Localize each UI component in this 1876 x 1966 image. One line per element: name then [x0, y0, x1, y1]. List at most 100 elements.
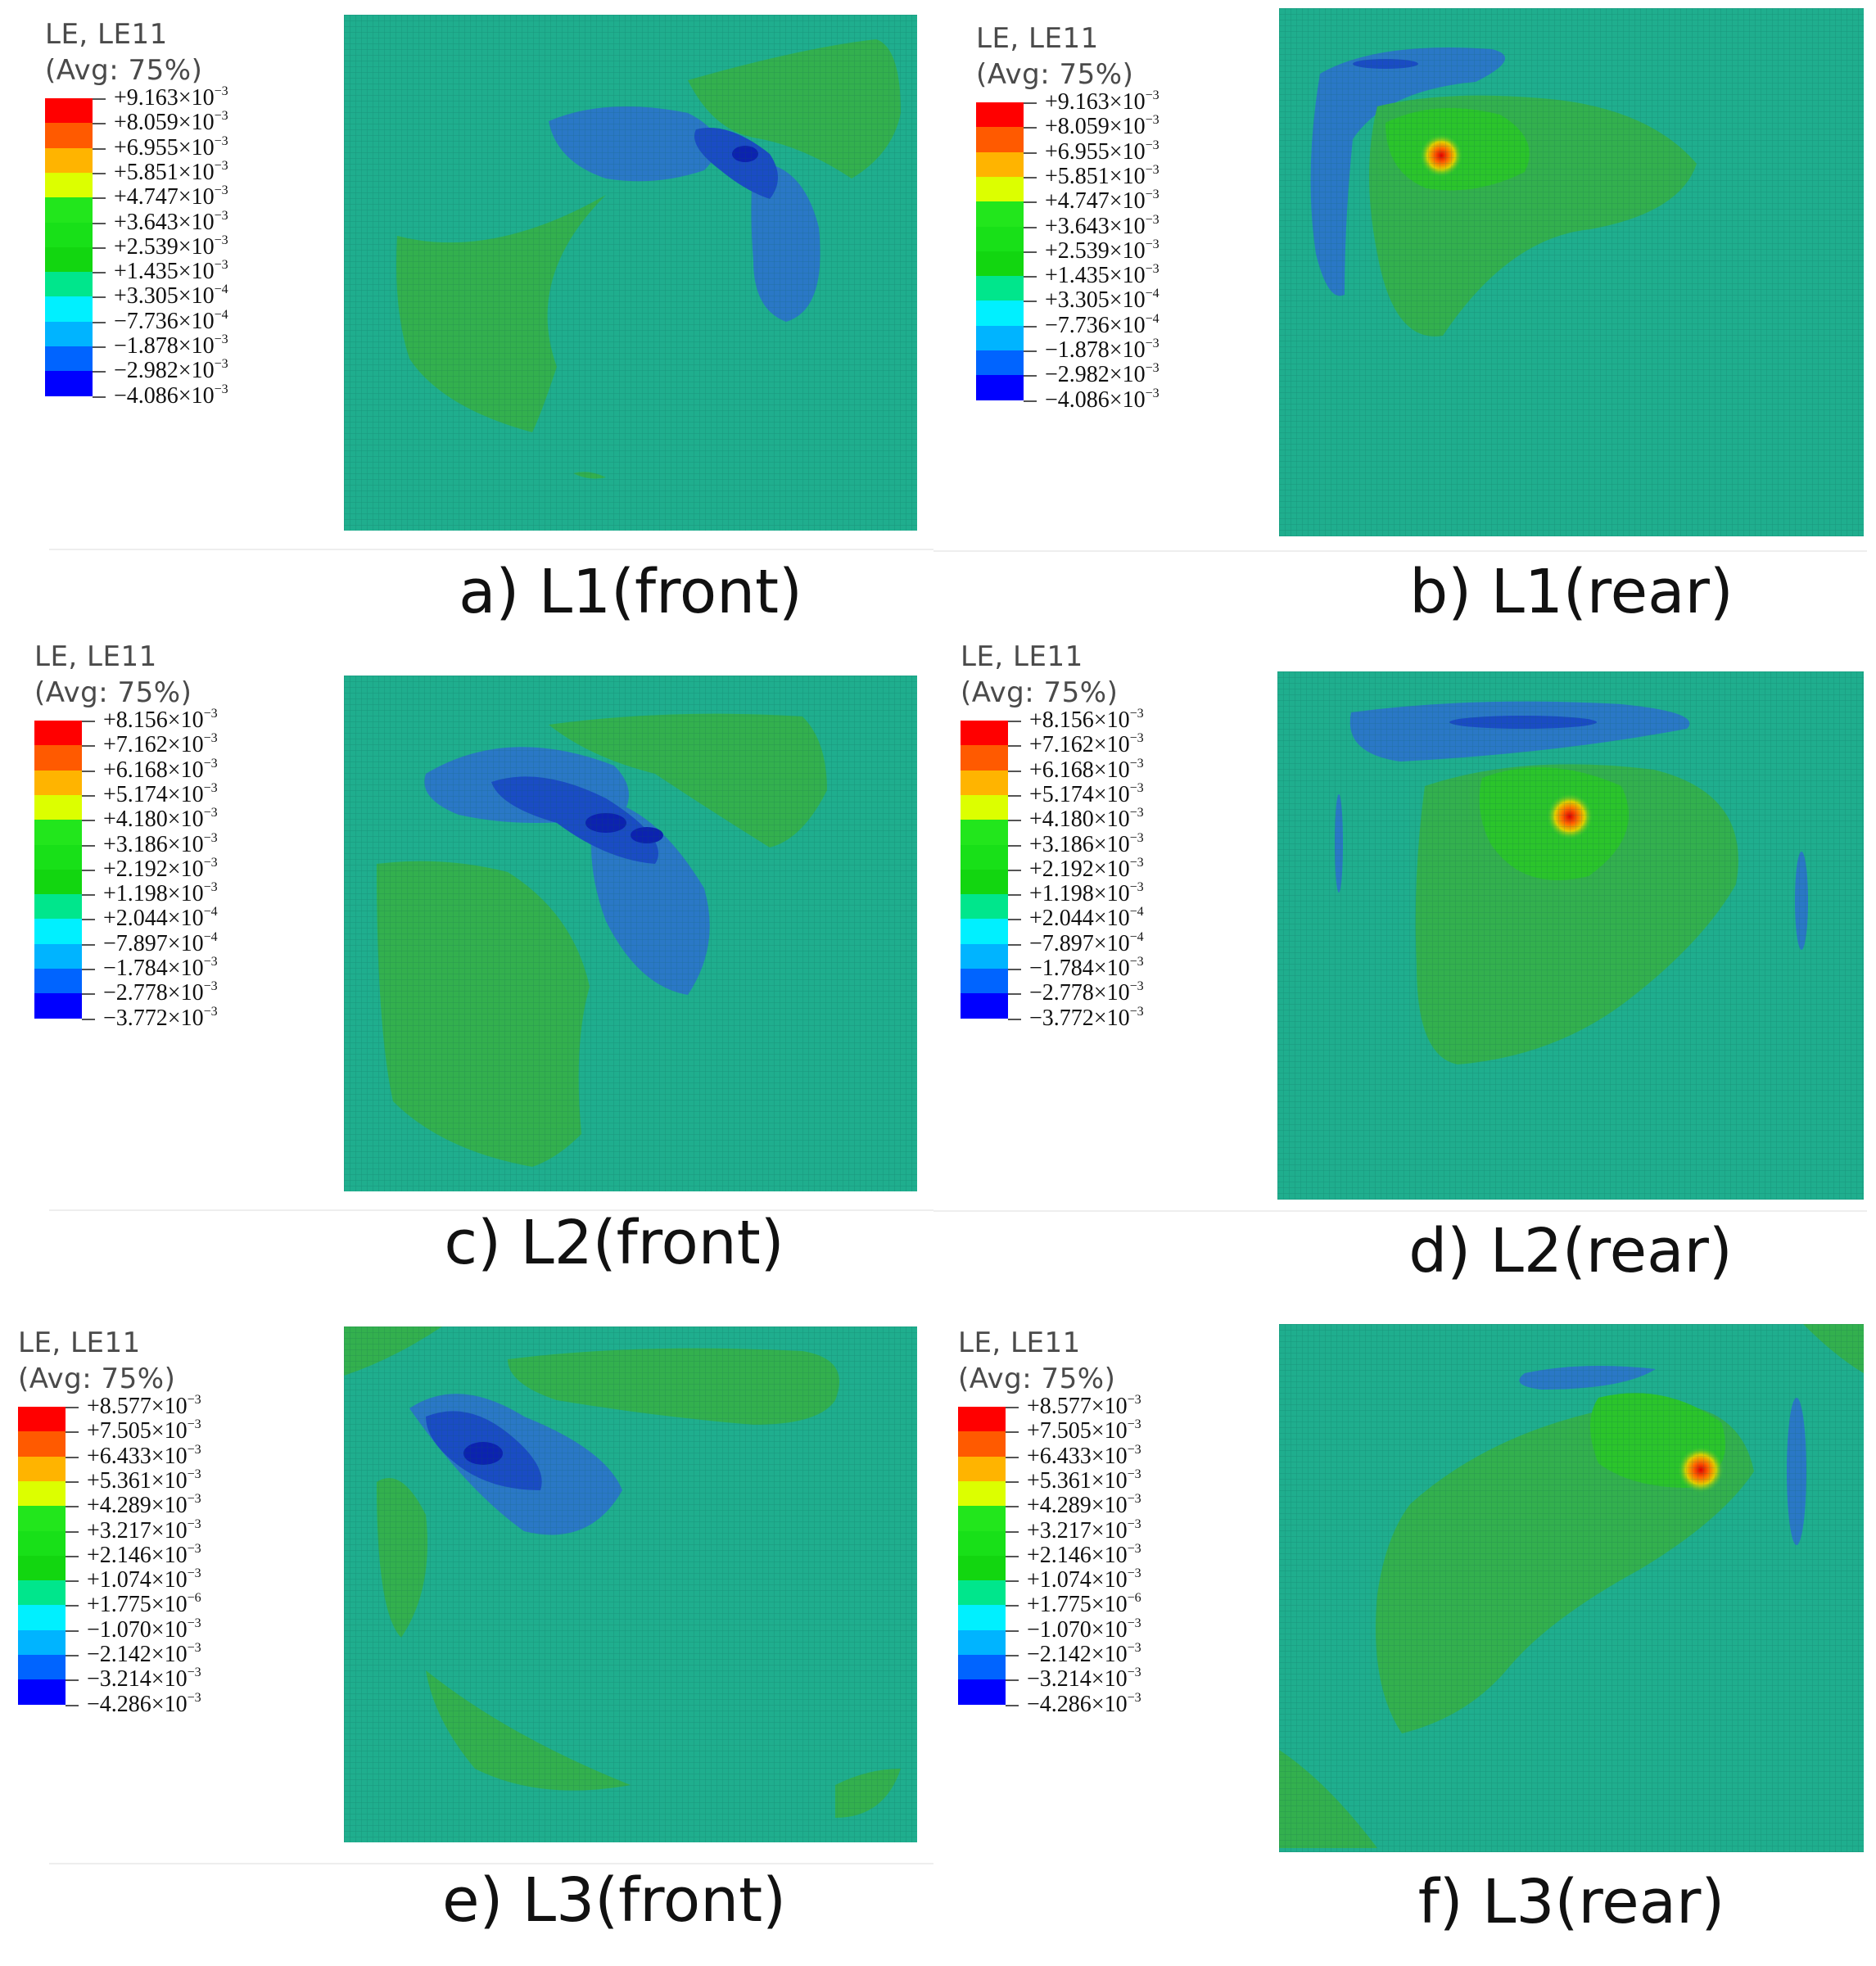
legend-title: LE, LE11 (Avg: 75%) — [45, 16, 274, 88]
legend-value: +3.217×10−3 — [1027, 1516, 1141, 1543]
legend-tick — [93, 222, 106, 224]
legend-swatch — [976, 251, 1024, 277]
legend-tick — [1006, 1530, 1019, 1533]
legend-swatch — [976, 201, 1024, 228]
legend-value: −4.286×10−3 — [87, 1690, 201, 1717]
legend-value: −1.878×10−3 — [1045, 337, 1160, 363]
legend-tick — [1006, 1456, 1019, 1458]
legend-swatch — [976, 375, 1024, 401]
legend-swatch — [34, 943, 82, 969]
legend-value: −2.778×10−3 — [1029, 979, 1144, 1006]
legend-swatch — [45, 371, 93, 397]
legend-swatch — [18, 1679, 66, 1706]
legend-swatch — [34, 820, 82, 846]
legend-tick — [1024, 127, 1037, 129]
legend-tick — [1006, 1605, 1019, 1607]
legend-tick — [1008, 794, 1021, 797]
legend-swatch — [958, 1679, 1006, 1706]
legend-value: −2.142×10−3 — [87, 1641, 201, 1667]
legend-tick — [93, 395, 106, 398]
legend-value: +2.044×10−4 — [1029, 905, 1144, 932]
legend-tick — [66, 1605, 79, 1607]
legend-swatch — [34, 794, 82, 820]
legend-value: +3.186×10−3 — [1029, 830, 1144, 857]
legend-swatch — [961, 844, 1008, 870]
legend-value: +3.643×10−3 — [1045, 212, 1160, 239]
legend-tick — [66, 1629, 79, 1632]
panel-a: LE, LE11 (Avg: 75%) +9.163×10−3 +8.059×10… — [0, 0, 933, 639]
legend-swatch — [34, 919, 82, 945]
legend-value: +6.955×10−3 — [114, 133, 228, 160]
legend-value: +6.955×10−3 — [1045, 138, 1160, 165]
legend-value: −2.982×10−3 — [1045, 361, 1160, 388]
legend-title-line1: LE, LE11 — [976, 22, 1099, 55]
legend-value: +2.539×10−3 — [114, 233, 228, 260]
legend-value: +8.577×10−3 — [1027, 1393, 1141, 1419]
legend-swatch — [45, 296, 93, 323]
legend-tick — [1008, 820, 1021, 822]
legend-swatch — [961, 770, 1008, 796]
legend-swatch — [18, 1629, 66, 1656]
legend-value: +4.289×10−3 — [1027, 1492, 1141, 1519]
legend-value: −3.772×10−3 — [103, 1004, 218, 1031]
legend-swatch — [958, 1480, 1006, 1507]
panel-f: LE, LE11 (Avg: 75%) +8.577×10−3 +7.505×10… — [933, 1294, 1876, 1966]
legend-swatch — [18, 1555, 66, 1581]
legend-swatch — [961, 894, 1008, 920]
legend-title-line2: (Avg: 75%) — [45, 54, 203, 87]
legend-tick — [82, 869, 95, 871]
legend-value: +1.775×10−6 — [1027, 1591, 1141, 1618]
legend-swatch — [18, 1530, 66, 1557]
caption: e) L3(front) — [441, 1865, 786, 1936]
legend-swatch — [976, 325, 1024, 351]
legend-tick — [1006, 1679, 1019, 1682]
legend-value: +5.174×10−3 — [1029, 780, 1144, 807]
legend-value: +5.851×10−3 — [114, 158, 228, 185]
legend-tick — [66, 1530, 79, 1533]
legend-value: +4.180×10−3 — [103, 806, 218, 833]
legend-value: −1.784×10−3 — [1029, 955, 1144, 981]
legend-value: −3.214×10−3 — [87, 1665, 201, 1693]
legend-tick — [93, 123, 106, 125]
legend-tick — [93, 172, 106, 174]
legend-value: +1.074×10−3 — [1027, 1566, 1141, 1593]
legend-tick — [66, 1506, 79, 1508]
legend-tick — [93, 147, 106, 150]
legend-swatch — [958, 1580, 1006, 1607]
panel-d: LE, LE11 (Avg: 75%) +8.156×10−3 +7.162×10… — [933, 639, 1876, 1294]
legend-swatch — [18, 1605, 66, 1631]
legend-title-line2: (Avg: 75%) — [958, 1363, 1116, 1395]
legend-swatch — [961, 794, 1008, 820]
legend-value: +3.305×10−4 — [114, 282, 228, 310]
legend-swatch — [961, 943, 1008, 969]
legend-swatch — [45, 172, 93, 198]
legend-tick — [1024, 350, 1037, 352]
legend-value: +8.577×10−3 — [87, 1393, 201, 1419]
legend-tick — [1006, 1629, 1019, 1632]
legend-tick — [66, 1480, 79, 1483]
legend-swatch — [45, 246, 93, 273]
legend-tick — [1024, 176, 1037, 179]
legend-value: +2.146×10−3 — [1027, 1541, 1141, 1568]
legend-tick — [1008, 894, 1021, 897]
legend-tick — [93, 321, 106, 323]
legend-tick — [82, 770, 95, 772]
legend-swatch — [958, 1629, 1006, 1656]
legend-value: +1.775×10−6 — [87, 1591, 201, 1618]
legend-value: +2.539×10−3 — [1045, 237, 1160, 264]
legend-swatch — [961, 820, 1008, 846]
separator — [49, 549, 933, 550]
legend-swatch — [34, 869, 82, 895]
legend-value: +2.146×10−3 — [87, 1541, 201, 1568]
legend-swatch — [18, 1480, 66, 1507]
legend-value: +5.361×10−3 — [1027, 1467, 1141, 1494]
legend-value: −3.214×10−3 — [1027, 1665, 1141, 1693]
legend-swatch — [958, 1506, 1006, 1532]
legend-value: +6.168×10−3 — [1029, 756, 1144, 783]
legend-value: +3.186×10−3 — [103, 830, 218, 857]
legend-value: +9.163×10−3 — [1045, 88, 1160, 115]
legend-title-line1: LE, LE11 — [961, 640, 1083, 673]
legend-tick — [66, 1580, 79, 1583]
legend-value: +1.198×10−3 — [1029, 880, 1144, 907]
legend-swatch — [976, 127, 1024, 153]
